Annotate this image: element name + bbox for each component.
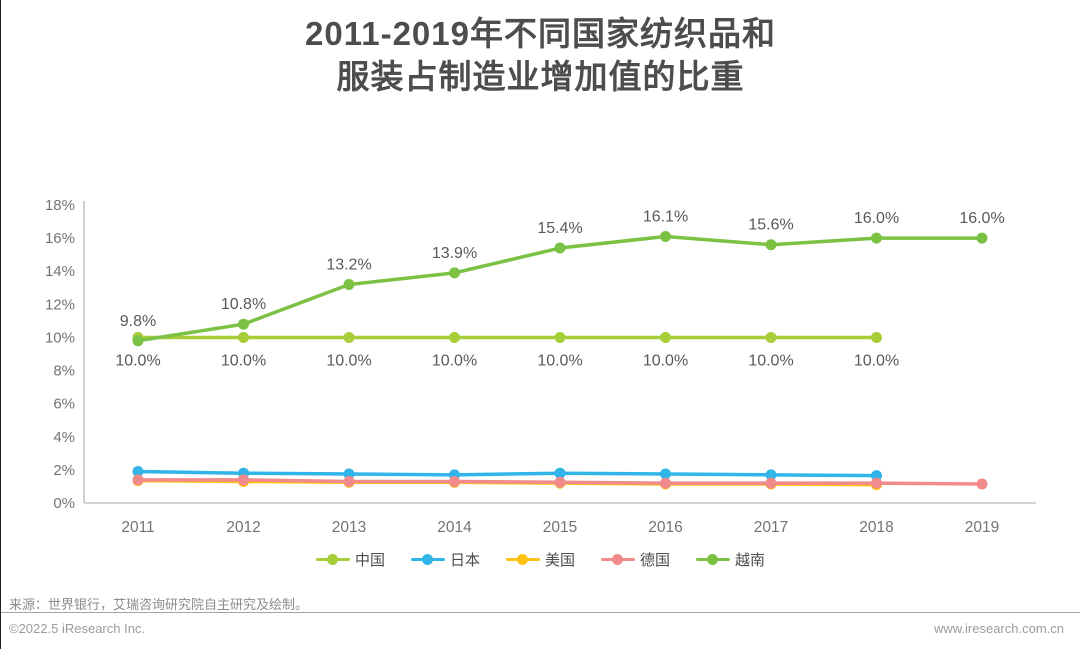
x-tick-label: 2019	[965, 519, 999, 536]
series-point-japan	[554, 467, 566, 479]
legend-item-japan: 日本	[410, 549, 480, 570]
y-tick-label: 16%	[45, 230, 75, 247]
x-tick-label: 2017	[754, 519, 788, 536]
data-label-china: 10.0%	[115, 352, 160, 369]
data-label-china: 10.0%	[748, 352, 793, 369]
data-label-vietnam: 16.1%	[643, 208, 688, 225]
chart-legend: 中国 日本 美国 德国 越南	[1, 549, 1080, 570]
series-point-china	[449, 331, 460, 343]
series-point-vietnam	[660, 230, 671, 242]
legend-label: 日本	[449, 552, 480, 569]
series-point-china	[660, 331, 671, 343]
data-label-china: 10.0%	[643, 352, 688, 369]
series-point-vietnam	[238, 318, 249, 330]
website-link[interactable]: www.iresearch.com.cn	[933, 621, 1064, 636]
legend-item-usa: 美国	[505, 549, 575, 570]
series-point-germany	[554, 476, 566, 488]
legend-marker-icon	[601, 554, 635, 566]
chart-title-line2: 服装占制造业增加值的比重	[336, 58, 745, 95]
series-point-china	[871, 331, 882, 343]
series-point-germany	[449, 475, 460, 487]
data-label-vietnam: 16.0%	[959, 210, 1004, 227]
series-point-germany	[660, 477, 671, 489]
legend-item-china: 中国	[315, 549, 385, 570]
series-point-china	[343, 331, 355, 343]
legend-item-vietnam: 越南	[696, 549, 765, 570]
x-tick-label: 2014	[437, 519, 472, 536]
y-tick-label: 18%	[45, 197, 75, 214]
data-label-china: 10.0%	[221, 352, 266, 369]
y-tick-label: 10%	[45, 329, 75, 346]
y-tick-label: 0%	[53, 495, 75, 512]
series-point-germany	[976, 478, 988, 490]
series-point-vietnam	[871, 232, 882, 244]
y-tick-label: 8%	[53, 363, 75, 380]
chart-title: 2011-2019年不同国家纺织品和 服装占制造业增加值的比重	[1, 12, 1080, 98]
x-tick-label: 2012	[226, 519, 260, 536]
x-tick-label: 2011	[121, 519, 154, 536]
copyright-text: ©2022.5 iResearch Inc.	[9, 621, 146, 636]
series-line-japan	[136, 469, 879, 478]
series-point-china	[238, 331, 249, 343]
data-label-china: 10.0%	[432, 352, 477, 369]
legend-label: 德国	[640, 552, 671, 569]
source-note: 来源：世界银行，艾瑞咨询研究院自主研究及绘制。	[9, 597, 309, 612]
x-tick-label: 2015	[543, 519, 577, 536]
legend-label: 越南	[735, 552, 766, 569]
y-tick-label: 4%	[53, 429, 75, 446]
series-point-germany	[132, 474, 144, 486]
series-point-vietnam	[976, 232, 988, 244]
legend-marker-icon	[410, 554, 445, 566]
series-point-japan	[660, 468, 671, 480]
series-point-japan	[132, 466, 144, 478]
y-tick-label: 14%	[45, 263, 75, 280]
legend-marker-icon	[696, 554, 731, 566]
x-tick-label: 2018	[859, 519, 893, 536]
data-label-china: 10.0%	[537, 352, 582, 369]
series-point-vietnam	[449, 267, 460, 279]
series-point-vietnam	[765, 239, 777, 251]
data-label-vietnam: 10.8%	[221, 296, 266, 313]
series-point-japan	[765, 469, 777, 481]
legend-label: 美国	[544, 552, 575, 569]
legend-label: 中国	[354, 552, 385, 569]
x-tick-label: 2013	[332, 519, 366, 536]
data-label-vietnam: 16.0%	[854, 210, 899, 227]
series-point-china	[765, 331, 777, 343]
data-label-vietnam: 15.4%	[537, 220, 582, 237]
series-point-china	[554, 331, 566, 343]
series-point-vietnam	[132, 335, 144, 347]
data-label-china: 10.0%	[854, 352, 899, 369]
data-label-china: 10.0%	[326, 352, 371, 369]
series-point-germany	[238, 474, 249, 486]
y-tick-label: 12%	[45, 296, 75, 313]
series-point-germany	[871, 477, 882, 489]
y-tick-label: 2%	[53, 462, 75, 479]
legend-item-germany: 德国	[601, 549, 670, 570]
chart-title-line1: 2011-2019年不同国家纺织品和	[305, 15, 776, 52]
data-label-vietnam: 13.9%	[432, 245, 477, 262]
series-point-germany	[765, 477, 777, 489]
data-label-vietnam: 15.6%	[748, 217, 793, 234]
data-label-vietnam: 9.8%	[120, 313, 156, 330]
legend-marker-icon	[315, 554, 350, 566]
legend-marker-icon	[505, 554, 540, 566]
data-label-vietnam: 13.2%	[326, 256, 371, 273]
series-point-germany	[343, 475, 355, 487]
series-point-vietnam	[343, 278, 355, 290]
footer-divider	[1, 612, 1080, 613]
y-tick-label: 6%	[53, 396, 75, 413]
series-point-vietnam	[554, 242, 566, 254]
x-tick-label: 2016	[648, 519, 682, 536]
